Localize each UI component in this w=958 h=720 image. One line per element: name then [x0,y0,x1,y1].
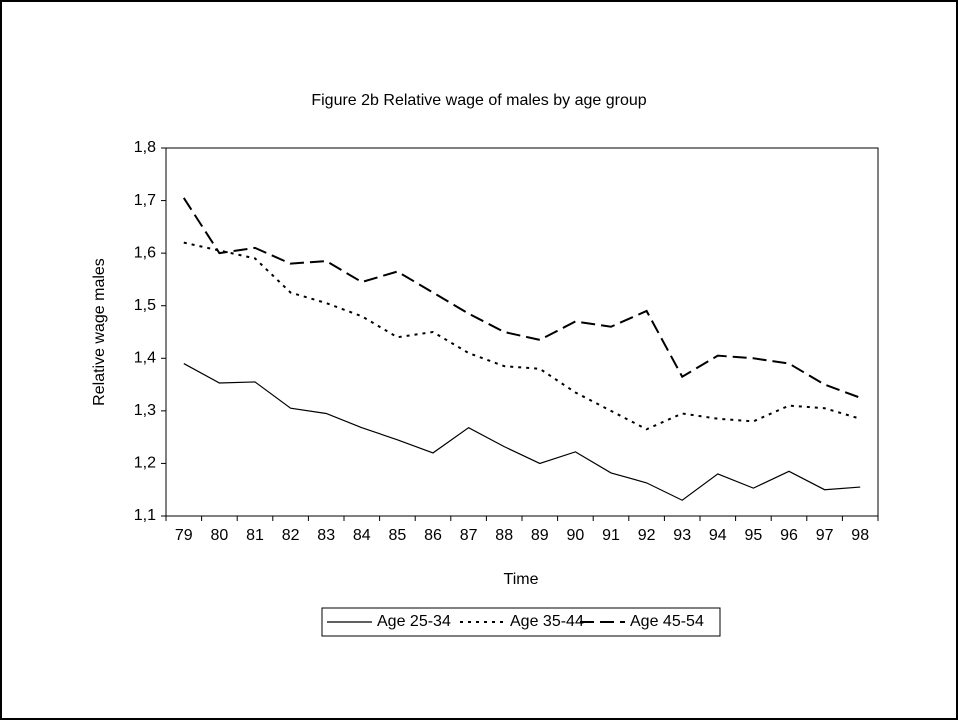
x-tick-label: 91 [602,527,620,544]
y-tick-label: 1,1 [134,507,156,524]
y-tick-label: 1,8 [134,139,156,156]
x-tick-label: 86 [424,527,442,544]
y-tick-label: 1,7 [134,192,156,209]
x-tick-label: 96 [780,527,798,544]
x-tick-label: 97 [816,527,834,544]
y-tick-label: 1,5 [134,297,156,314]
x-tick-label: 95 [745,527,763,544]
series-line [183,241,861,431]
y-axis-label: Relative wage males [91,258,108,406]
x-tick-label: 79 [175,527,193,544]
y-tick-label: 1,6 [134,244,156,261]
legend-label: Age 45-54 [630,613,704,630]
x-tick-label: 89 [531,527,549,544]
x-tick-label: 87 [460,527,478,544]
y-tick-label: 1,2 [134,455,156,472]
x-tick-label: 90 [567,527,585,544]
series-line [182,197,861,399]
x-tick-label: 93 [673,527,691,544]
legend-label: Age 25-34 [377,613,451,630]
chart-title: Figure 2b Relative wage of males by age … [311,92,646,109]
x-tick-label: 85 [389,527,407,544]
legend-label: Age 35-44 [510,613,584,630]
series-line [183,363,861,501]
x-tick-label: 94 [709,527,727,544]
legend-box [321,607,721,637]
x-tick-label: 84 [353,527,371,544]
y-tick-label: 1,4 [134,350,156,367]
x-tick-label: 98 [851,527,869,544]
x-tick-label: 83 [317,527,335,544]
x-tick-label: 81 [246,527,264,544]
x-axis-label: Time [504,571,539,588]
x-tick-label: 80 [211,527,229,544]
x-tick-label: 88 [495,527,513,544]
y-tick-label: 1,3 [134,402,156,419]
x-tick-label: 92 [638,527,656,544]
x-tick-label: 82 [282,527,300,544]
